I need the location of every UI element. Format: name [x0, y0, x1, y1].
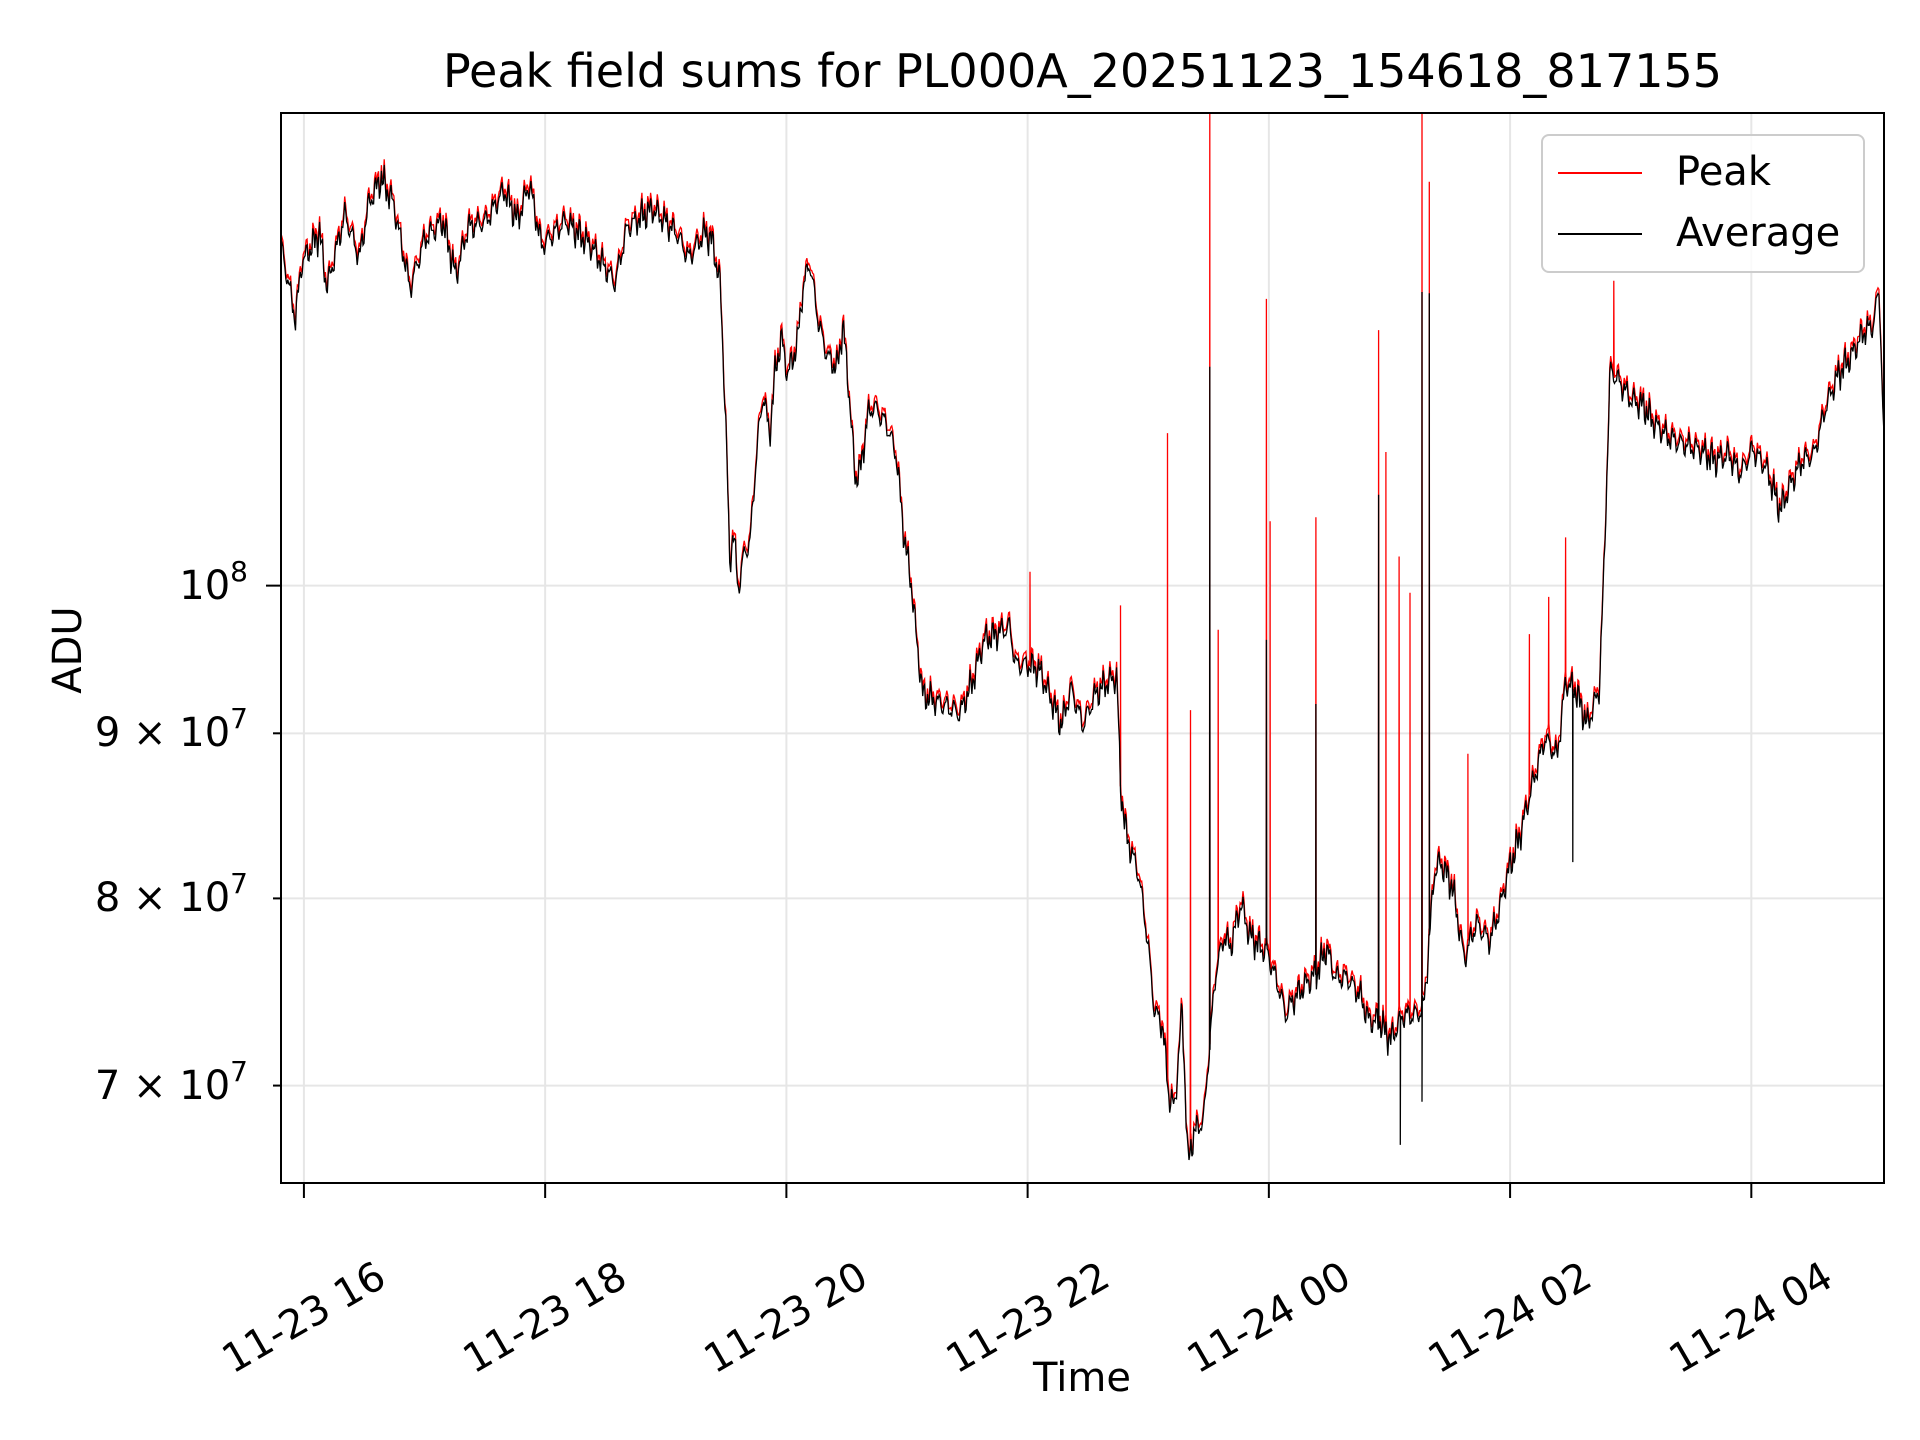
- x-axis-label: Time: [1033, 1355, 1131, 1401]
- axes-frame: [280, 112, 1885, 1184]
- series-line-average: [281, 164, 1884, 1161]
- legend: Peak Average: [1541, 134, 1865, 273]
- y-tick-label: 7 × 107: [94, 1055, 248, 1109]
- y-tick-base: 7 × 10: [94, 1062, 231, 1109]
- y-tick-base: 8 × 10: [94, 875, 231, 922]
- y-tick-label: 8 × 107: [94, 867, 248, 922]
- legend-label-average: Average: [1676, 210, 1841, 256]
- y-tick-label: 9 × 107: [94, 702, 248, 757]
- chart-title: Peak field sums for PL000A_20251123_1546…: [442, 44, 1723, 98]
- tick-marks: [266, 584, 1753, 1198]
- y-tick-base: 10: [179, 562, 231, 609]
- y-tick-exponent: 7: [230, 1054, 248, 1088]
- y-tick-label: 108: [179, 555, 248, 609]
- grid-lines: [281, 113, 1884, 1183]
- y-axis-label: ADU: [45, 606, 91, 694]
- y-tick-exponent: 8: [230, 554, 248, 588]
- y-tick-base: 9 × 10: [94, 710, 231, 757]
- y-tick-exponent: 7: [230, 867, 248, 901]
- legend-label-peak: Peak: [1676, 149, 1771, 195]
- legend-swatch-peak: [1558, 172, 1642, 174]
- y-tick-exponent: 7: [230, 702, 248, 736]
- legend-swatch-average: [1558, 233, 1642, 235]
- series-lines: [281, 113, 1884, 1161]
